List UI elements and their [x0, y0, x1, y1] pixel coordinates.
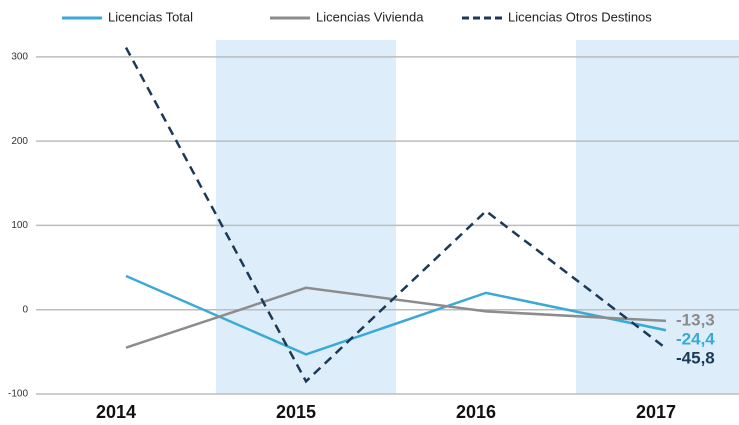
value-label: -24,4	[676, 329, 715, 348]
y-tick-label: 300	[11, 51, 28, 62]
x-tick-label: 2016	[456, 402, 496, 422]
series-line	[125, 274, 667, 356]
legend-label: Licencias Otros Destinos	[508, 9, 652, 24]
series-line	[125, 286, 667, 349]
x-tick-label: 2014	[96, 402, 136, 422]
y-tick-label: 200	[11, 136, 28, 147]
x-tick-label: 2017	[636, 402, 676, 422]
x-tick-label: 2015	[276, 402, 316, 422]
band	[216, 40, 396, 394]
series-line	[124, 46, 667, 384]
value-label: -13,3	[676, 310, 715, 329]
y-tick-label: 100	[11, 220, 28, 231]
legend-label: Licencias Total	[108, 9, 193, 24]
value-label: -45,8	[676, 348, 715, 367]
y-tick-label: 0	[22, 304, 28, 315]
band	[576, 40, 739, 394]
y-tick-label: -100	[8, 389, 28, 400]
legend-label: Licencias Vivienda	[316, 9, 424, 24]
